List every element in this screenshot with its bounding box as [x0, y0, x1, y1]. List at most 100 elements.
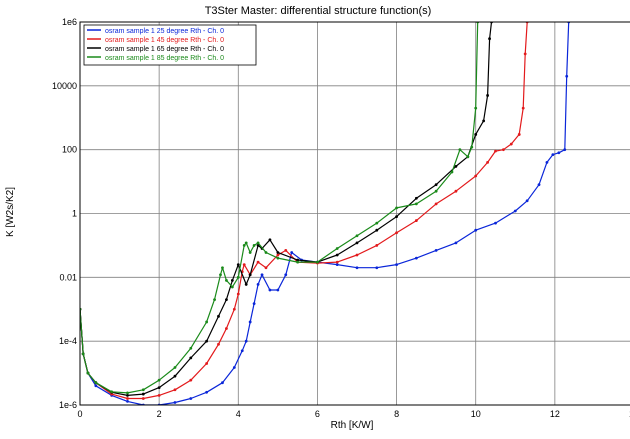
x-tick-label: 8 — [394, 409, 399, 419]
data-point — [141, 388, 145, 392]
data-point — [205, 390, 209, 394]
data-point — [248, 251, 252, 254]
tick-labels: 0 2 4 6 8 10 12 14 1e-6 1e-4 0.01 1 100 10000 1e6 — [52, 17, 630, 419]
data-point — [244, 241, 248, 245]
data-point — [248, 273, 252, 277]
data-point — [157, 386, 161, 390]
data-point — [395, 263, 398, 267]
data-point — [157, 378, 161, 382]
data-point — [454, 241, 458, 245]
data-point — [232, 366, 236, 369]
data-point — [81, 352, 85, 356]
data-point — [230, 279, 234, 282]
data-point — [454, 164, 458, 168]
data-point — [563, 148, 567, 152]
data-point — [173, 366, 177, 369]
data-point — [173, 388, 177, 392]
y-tick-label: 1e-4 — [59, 336, 77, 346]
data-point — [458, 148, 462, 152]
series-group — [80, 22, 571, 405]
x-tick-label: 6 — [315, 409, 320, 419]
data-point — [232, 307, 236, 311]
data-point — [256, 244, 260, 247]
data-point — [474, 228, 478, 232]
data-point — [355, 253, 359, 257]
data-point — [545, 160, 549, 164]
data-point — [525, 199, 529, 203]
y-tick-label: 10000 — [52, 81, 77, 91]
data-point — [290, 251, 294, 254]
data-point — [474, 133, 478, 136]
data-point — [236, 263, 240, 267]
data-point — [256, 241, 260, 245]
data-point — [434, 248, 438, 252]
y-axis-label: K [W2s/K2] — [5, 187, 16, 237]
legend-label: osram sample 1 45 degree Rth - Ch. 0 — [105, 37, 224, 44]
data-point — [86, 371, 90, 375]
data-point — [264, 266, 268, 270]
data-point — [434, 202, 438, 206]
x-tick-label: 12 — [550, 409, 560, 419]
series-line — [80, 22, 493, 396]
data-point — [565, 74, 569, 78]
data-point — [557, 151, 561, 155]
series-line — [80, 22, 479, 394]
data-point — [110, 390, 114, 394]
data-point — [225, 279, 228, 282]
y-tick-label: 0.01 — [59, 272, 77, 282]
data-point — [474, 174, 478, 178]
y-tick-label: 1e6 — [62, 17, 77, 27]
data-point — [126, 391, 129, 395]
data-point — [494, 149, 497, 153]
data-point — [488, 37, 491, 41]
data-point — [240, 349, 244, 353]
data-point — [189, 356, 193, 360]
x-axis-label: Rth [K/W] — [331, 420, 374, 431]
data-point — [296, 258, 300, 262]
data-point — [219, 273, 222, 277]
data-point — [434, 183, 438, 187]
data-point — [205, 320, 209, 324]
data-point — [276, 256, 280, 260]
data-point — [355, 241, 359, 245]
data-point — [434, 189, 438, 193]
data-point — [414, 256, 418, 260]
data-point — [260, 273, 264, 277]
data-point — [276, 288, 280, 292]
data-point — [94, 384, 98, 388]
data-point — [141, 397, 145, 400]
data-point — [513, 209, 517, 213]
data-point — [189, 346, 193, 350]
data-point — [375, 266, 379, 270]
data-point — [523, 52, 527, 56]
legend-box — [83, 24, 257, 66]
data-point — [470, 145, 474, 149]
data-point — [236, 292, 240, 296]
data-point — [284, 273, 288, 277]
data-point — [126, 393, 129, 397]
series-line — [80, 22, 528, 400]
data-point — [213, 298, 216, 302]
data-point — [551, 153, 555, 157]
x-tick-label: 14 — [629, 409, 630, 419]
data-point — [284, 248, 288, 252]
data-point — [173, 401, 177, 404]
x-tick-label: 10 — [471, 409, 481, 419]
y-tick-label: 100 — [62, 145, 77, 155]
data-point — [335, 263, 339, 267]
data-point — [242, 244, 246, 247]
data-point — [126, 399, 129, 403]
data-point — [236, 275, 240, 279]
data-point — [335, 253, 339, 257]
data-point — [482, 119, 486, 123]
data-point — [244, 283, 248, 286]
data-point — [375, 221, 379, 225]
data-point — [252, 244, 256, 247]
data-point — [276, 253, 280, 257]
y-tick-label: 1e-6 — [59, 400, 77, 410]
data-point — [335, 247, 339, 250]
data-point — [466, 155, 470, 159]
data-point — [355, 266, 359, 270]
